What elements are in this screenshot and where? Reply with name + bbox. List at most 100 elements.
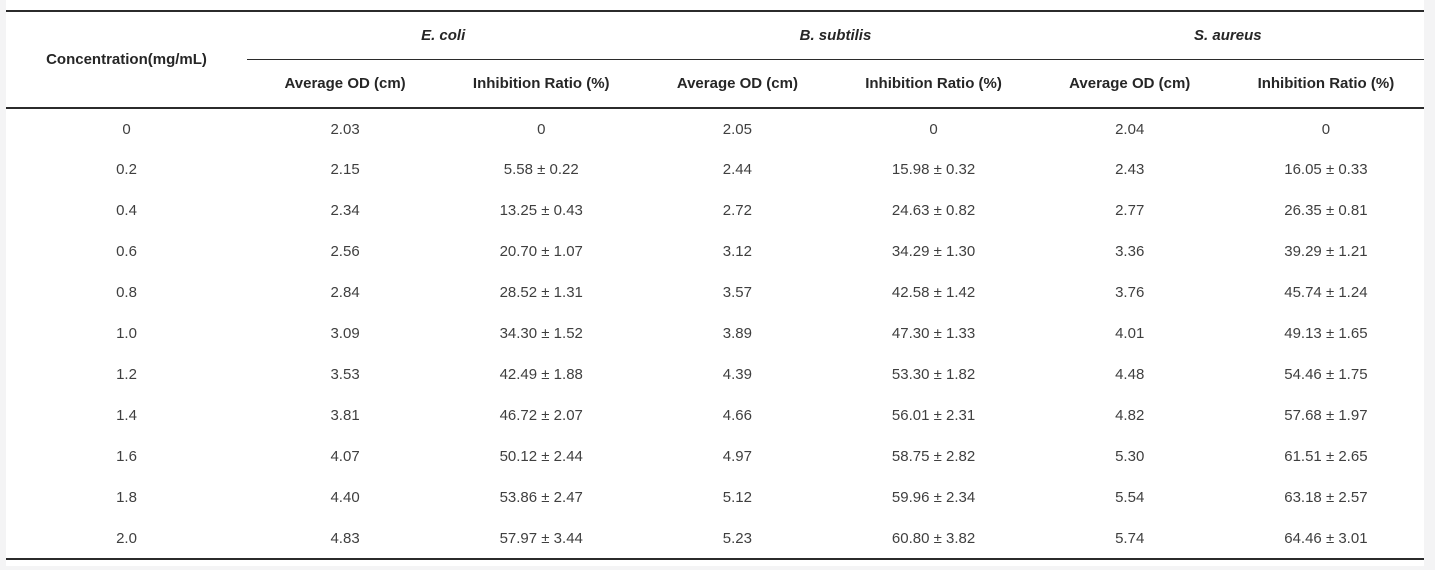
ecoli-ratio-value: 53.86 ± 2.47	[443, 477, 640, 518]
subheader-ecoli-ratio: Inhibition Ratio (%)	[443, 59, 640, 109]
bsubtilis-ratio-value: 58.75 ± 2.82	[835, 436, 1032, 477]
saureus-ratio-value: 49.13 ± 1.65	[1227, 313, 1424, 354]
saureus-ratio-value: 63.18 ± 2.57	[1227, 477, 1424, 518]
bsubtilis-ratio-value: 53.30 ± 1.82	[835, 354, 1032, 395]
saureus-od-value: 2.04	[1031, 108, 1228, 149]
saureus-ratio-value: 45.74 ± 1.24	[1227, 272, 1424, 313]
bsubtilis-od-value: 4.66	[639, 395, 836, 436]
saureus-od-value: 2.43	[1031, 149, 1228, 190]
ecoli-od-value: 2.03	[247, 108, 444, 149]
concentration-value: 1.4	[6, 395, 247, 436]
table-body: 0 2.03 0 2.05 0 2.04 0 0.2 2.15 5.58 ± 0…	[6, 108, 1424, 559]
bsubtilis-ratio-value: 0	[835, 108, 1032, 149]
ecoli-od-value: 3.81	[247, 395, 444, 436]
bsubtilis-od-value: 2.44	[639, 149, 836, 190]
saureus-od-value: 4.48	[1031, 354, 1228, 395]
saureus-od-value: 3.76	[1031, 272, 1228, 313]
concentration-value: 1.8	[6, 477, 247, 518]
table-row: 1.2 3.53 42.49 ± 1.88 4.39 53.30 ± 1.82 …	[6, 354, 1424, 395]
ecoli-od-value: 2.34	[247, 190, 444, 231]
saureus-od-value: 5.74	[1031, 518, 1228, 559]
table-row: 1.6 4.07 50.12 ± 2.44 4.97 58.75 ± 2.82 …	[6, 436, 1424, 477]
subheader-bsubtilis-od: Average OD (cm)	[639, 59, 836, 109]
saureus-od-value: 4.82	[1031, 395, 1228, 436]
column-header-concentration: Concentration(mg/mL)	[6, 11, 247, 109]
concentration-value: 0.8	[6, 272, 247, 313]
concentration-value: 0.4	[6, 190, 247, 231]
ecoli-od-value: 4.83	[247, 518, 444, 559]
bsubtilis-od-value: 5.12	[639, 477, 836, 518]
bsubtilis-ratio-value: 24.63 ± 0.82	[835, 190, 1032, 231]
ecoli-od-value: 4.07	[247, 436, 444, 477]
table-row: 0.2 2.15 5.58 ± 0.22 2.44 15.98 ± 0.32 2…	[6, 149, 1424, 190]
saureus-ratio-value: 64.46 ± 3.01	[1227, 518, 1424, 559]
bsubtilis-ratio-value: 47.30 ± 1.33	[835, 313, 1032, 354]
table-row: 0 2.03 0 2.05 0 2.04 0	[6, 108, 1424, 149]
bsubtilis-ratio-value: 34.29 ± 1.30	[835, 231, 1032, 272]
bsubtilis-od-value: 3.57	[639, 272, 836, 313]
ecoli-od-value: 3.09	[247, 313, 444, 354]
concentration-value: 1.2	[6, 354, 247, 395]
saureus-ratio-value: 54.46 ± 1.75	[1227, 354, 1424, 395]
ecoli-od-value: 2.15	[247, 149, 444, 190]
table-row: 0.6 2.56 20.70 ± 1.07 3.12 34.29 ± 1.30 …	[6, 231, 1424, 272]
table-row: 1.4 3.81 46.72 ± 2.07 4.66 56.01 ± 2.31 …	[6, 395, 1424, 436]
saureus-ratio-value: 57.68 ± 1.97	[1227, 395, 1424, 436]
ecoli-ratio-value: 13.25 ± 0.43	[443, 190, 640, 231]
saureus-ratio-value: 26.35 ± 0.81	[1227, 190, 1424, 231]
bsubtilis-od-value: 3.89	[639, 313, 836, 354]
table-row: 0.4 2.34 13.25 ± 0.43 2.72 24.63 ± 0.82 …	[6, 190, 1424, 231]
group-header-b-subtilis: B. subtilis	[639, 11, 1032, 60]
ecoli-od-value: 2.56	[247, 231, 444, 272]
bsubtilis-ratio-value: 42.58 ± 1.42	[835, 272, 1032, 313]
subheader-bsubtilis-ratio: Inhibition Ratio (%)	[835, 59, 1032, 109]
table-row: 1.8 4.40 53.86 ± 2.47 5.12 59.96 ± 2.34 …	[6, 477, 1424, 518]
ecoli-ratio-value: 20.70 ± 1.07	[443, 231, 640, 272]
saureus-ratio-value: 0	[1227, 108, 1424, 149]
bsubtilis-od-value: 2.05	[639, 108, 836, 149]
ecoli-ratio-value: 42.49 ± 1.88	[443, 354, 640, 395]
bsubtilis-od-value: 2.72	[639, 190, 836, 231]
saureus-od-value: 3.36	[1031, 231, 1228, 272]
bsubtilis-ratio-value: 56.01 ± 2.31	[835, 395, 1032, 436]
concentration-value: 0.2	[6, 149, 247, 190]
ecoli-od-value: 3.53	[247, 354, 444, 395]
inhibition-data-table: Concentration(mg/mL) E. coli B. subtilis…	[6, 10, 1424, 560]
ecoli-ratio-value: 57.97 ± 3.44	[443, 518, 640, 559]
table-card: Concentration(mg/mL) E. coli B. subtilis…	[6, 0, 1424, 566]
ecoli-ratio-value: 28.52 ± 1.31	[443, 272, 640, 313]
subheader-ecoli-od: Average OD (cm)	[247, 59, 444, 109]
saureus-ratio-value: 16.05 ± 0.33	[1227, 149, 1424, 190]
saureus-od-value: 5.54	[1031, 477, 1228, 518]
ecoli-od-value: 2.84	[247, 272, 444, 313]
bsubtilis-od-value: 4.97	[639, 436, 836, 477]
bsubtilis-ratio-value: 15.98 ± 0.32	[835, 149, 1032, 190]
bsubtilis-od-value: 3.12	[639, 231, 836, 272]
ecoli-od-value: 4.40	[247, 477, 444, 518]
concentration-value: 0	[6, 108, 247, 149]
bsubtilis-ratio-value: 60.80 ± 3.82	[835, 518, 1032, 559]
ecoli-ratio-value: 34.30 ± 1.52	[443, 313, 640, 354]
group-header-s-aureus: S. aureus	[1031, 11, 1424, 60]
table-row: 1.0 3.09 34.30 ± 1.52 3.89 47.30 ± 1.33 …	[6, 313, 1424, 354]
ecoli-ratio-value: 0	[443, 108, 640, 149]
concentration-value: 1.0	[6, 313, 247, 354]
bsubtilis-ratio-value: 59.96 ± 2.34	[835, 477, 1032, 518]
group-header-e-coli: E. coli	[247, 11, 640, 60]
ecoli-ratio-value: 46.72 ± 2.07	[443, 395, 640, 436]
saureus-ratio-value: 39.29 ± 1.21	[1227, 231, 1424, 272]
ecoli-ratio-value: 5.58 ± 0.22	[443, 149, 640, 190]
table-header: Concentration(mg/mL) E. coli B. subtilis…	[6, 11, 1424, 109]
ecoli-ratio-value: 50.12 ± 2.44	[443, 436, 640, 477]
saureus-od-value: 5.30	[1031, 436, 1228, 477]
saureus-od-value: 4.01	[1031, 313, 1228, 354]
concentration-value: 1.6	[6, 436, 247, 477]
table-row: 2.0 4.83 57.97 ± 3.44 5.23 60.80 ± 3.82 …	[6, 518, 1424, 559]
bsubtilis-od-value: 5.23	[639, 518, 836, 559]
subheader-saureus-od: Average OD (cm)	[1031, 59, 1228, 109]
concentration-value: 2.0	[6, 518, 247, 559]
table-row: 0.8 2.84 28.52 ± 1.31 3.57 42.58 ± 1.42 …	[6, 272, 1424, 313]
saureus-ratio-value: 61.51 ± 2.65	[1227, 436, 1424, 477]
bsubtilis-od-value: 4.39	[639, 354, 836, 395]
subheader-saureus-ratio: Inhibition Ratio (%)	[1227, 59, 1424, 109]
